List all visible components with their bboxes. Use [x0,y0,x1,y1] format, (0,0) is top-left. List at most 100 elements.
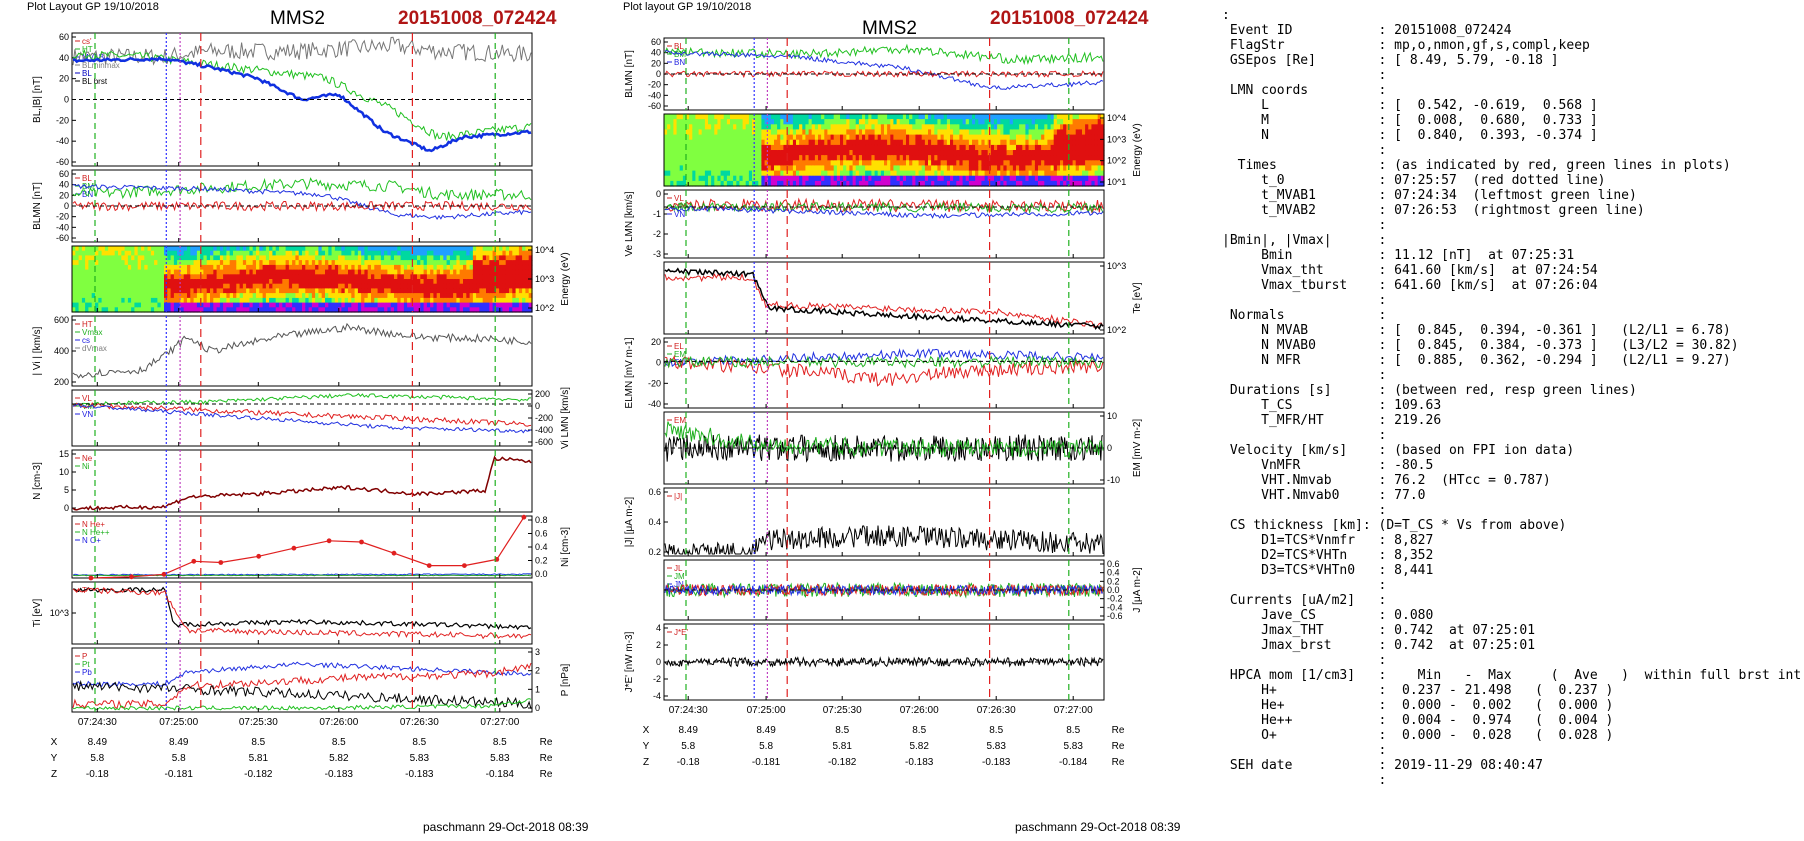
y-tick-label: 0 [656,657,661,667]
heatmap-cell [924,150,929,156]
heatmap-cell [959,160,964,166]
heatmap-cell [730,139,734,146]
heatmap-cell [921,150,926,156]
heatmap-cell [915,139,920,146]
heatmap-cell [1091,139,1096,146]
heatmap-cell [479,279,484,285]
heatmap-cell [667,165,671,172]
heatmap-cell [899,119,904,125]
heatmap-cell [371,264,375,271]
heatmap-cell [811,165,816,172]
heatmap-cell [377,297,382,304]
heatmap-cell [708,160,712,166]
heatmap-cell [525,293,530,299]
heatmap-cell [183,307,188,313]
heatmap-cell [302,297,306,304]
heatmap-cell [423,288,428,294]
heatmap-cell [884,160,888,166]
position-value: 5.8 [681,741,695,752]
heatmap-cell [805,114,810,120]
heatmap-cell [328,246,333,252]
heatmap-cell [877,155,882,161]
heatmap-cell [890,134,894,141]
heatmap-cell [348,260,352,266]
time-tick-label: 07:25:00 [159,717,198,728]
heatmap-cell [972,139,976,146]
heatmap-cell [975,124,979,130]
heatmap-cell [390,283,395,289]
heatmap-cell [397,246,402,252]
heatmap-cell [177,302,181,308]
legend-entry: BL [82,174,92,183]
heatmap-cell [443,269,448,275]
heatmap-cell [818,119,822,125]
heatmap-cell [1094,119,1099,125]
heatmap-cell [318,293,323,299]
heatmap-cell [141,269,145,275]
heatmap-cell [85,269,89,275]
heatmap-cell [720,150,725,156]
heatmap-cell [821,124,825,130]
heatmap-cell [305,293,310,299]
heatmap-cell [150,269,155,275]
heatmap-cell [302,274,306,280]
heatmap-cell [479,255,484,261]
heatmap-cell [796,150,800,156]
heatmap-cell [371,246,375,252]
heatmap-cell [833,180,838,187]
heatmap-cell [871,129,876,136]
heatmap-cell [463,297,467,304]
heatmap-cell [943,124,948,130]
legend-entry: cs' [82,37,92,46]
heatmap-cell [667,144,671,151]
heatmap-cell [1053,124,1058,130]
heatmap-cell [1003,155,1008,161]
info-line: VHT.Nmvab : 76.2 (HTcc = 0.787) [1222,473,1551,488]
heatmap-cell [896,139,901,146]
heatmap-cell [912,129,916,136]
heatmap-cell [730,175,734,182]
heatmap-cell [830,114,835,120]
info-line: Jmax_THT : 0.742 at 07:25:01 [1222,623,1536,638]
heatmap-cell [75,302,80,308]
heatmap-cell [814,129,819,136]
position-value: 5.81 [249,753,269,764]
heatmap-cell [288,255,293,261]
y-tick-label: 10^1 [1107,177,1126,187]
series-line [664,205,1104,219]
data-point [521,514,527,520]
heatmap-cell [899,114,904,120]
heatmap-cell [799,150,803,156]
heatmap-cell [426,264,431,271]
heatmap-cell [288,246,293,252]
heatmap-cell [667,170,671,177]
heatmap-cell [1006,180,1011,187]
heatmap-cell [141,297,145,304]
heatmap-cell [830,134,835,141]
heatmap-cell [1088,114,1092,120]
heatmap-cell [285,297,290,304]
heatmap-cell [499,288,503,294]
heatmap-cell [522,279,526,285]
heatmap-cell [443,279,448,285]
y-tick-label: 0.0 [1107,585,1120,595]
heatmap-cell [670,150,674,156]
heatmap-cell [774,170,778,177]
legend-entry: P [82,652,87,661]
heatmap-cell [836,124,841,130]
info-line: Bmin : 11.12 [nT] at 07:25:31 [1222,248,1575,263]
y-tick-label: 0 [64,95,69,105]
y-tick-label: 10^3 [50,608,69,618]
heatmap-cell [720,114,725,120]
event-info-panel: : Event ID : 20151008_072424 FlagStr : m… [1222,8,1801,788]
heatmap-cell [909,134,913,141]
heatmap-cell [187,283,191,289]
y-axis-label: BLMN [nT] [624,50,635,98]
heatmap-cell [695,119,700,125]
heatmap-cell [890,180,894,187]
heatmap-cell [805,180,810,187]
heatmap-cell [364,279,369,285]
heatmap-cell [758,119,762,125]
heatmap-cell [902,150,907,156]
